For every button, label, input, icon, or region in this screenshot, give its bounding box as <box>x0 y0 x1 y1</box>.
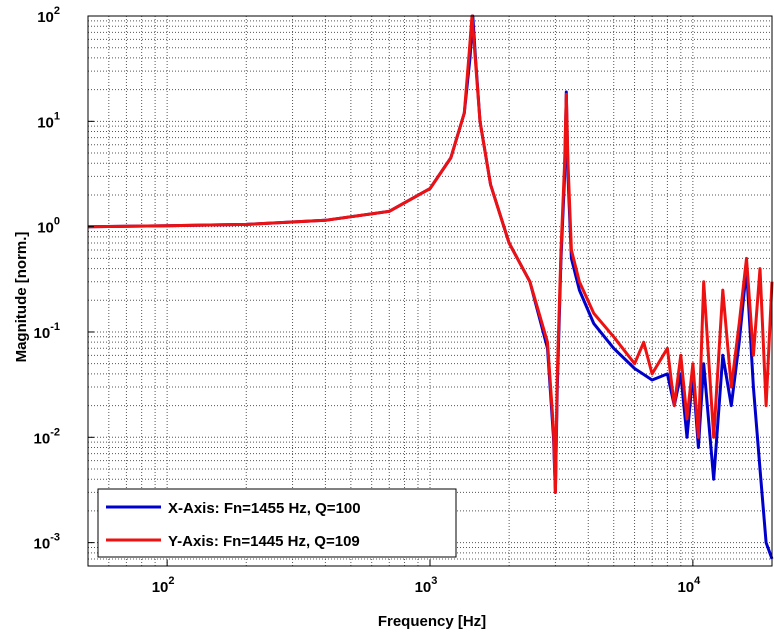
legend: X-Axis: Fn=1455 Hz, Q=100 Y-Axis: Fn=144… <box>97 488 457 558</box>
plot-frame <box>87 15 773 567</box>
y-tick-label: 10-1 <box>34 321 60 342</box>
legend-entry-x-axis: X-Axis: Fn=1455 Hz, Q=100 <box>168 500 361 517</box>
y-tick-label: 102 <box>37 5 60 26</box>
y-tick-label: 10-2 <box>34 426 60 447</box>
y-tick-label: 10-3 <box>34 532 60 553</box>
y-tick-label: 100 <box>37 216 60 237</box>
x-axis-label: Frequency [Hz] <box>378 613 486 630</box>
x-tick-label: 102 <box>152 575 175 596</box>
plot-area <box>88 16 772 566</box>
legend-box <box>97 488 457 558</box>
x-tick-label: 103 <box>415 575 438 596</box>
x-tick-label: 104 <box>677 575 701 596</box>
y-tick-label: 101 <box>37 110 60 131</box>
series-layer <box>87 14 774 560</box>
tick-labels: 102 103 104 10-3 10-2 10-1 100 101 102 <box>34 5 702 596</box>
series-line-y-axis <box>87 14 774 494</box>
y-axis-label: Magnitude [norm.] <box>13 232 30 363</box>
legend-entry-y-axis: Y-Axis: Fn=1445 Hz, Q=109 <box>168 533 360 550</box>
plot-background <box>88 16 772 566</box>
